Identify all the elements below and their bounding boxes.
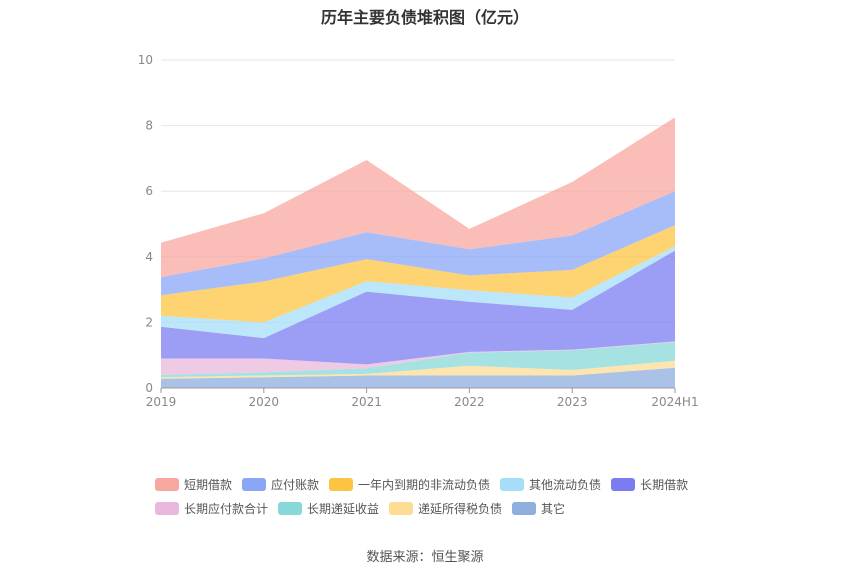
legend-swatch [389, 501, 414, 515]
legend-label: 递延所得税负债 [418, 501, 503, 516]
area-series-5 [161, 246, 675, 339]
legend-label: 短期借款 [184, 477, 233, 492]
legend-swatch [242, 477, 267, 491]
chart-title: 历年主要负债堆积图（亿元） [320, 8, 529, 27]
legend-item[interactable]: 应付账款 [242, 476, 319, 493]
legend-label: 其它 [541, 501, 566, 516]
x-tick-label: 2022 [454, 395, 485, 409]
legend-label: 长期递延收益 [307, 501, 380, 516]
area-series-0 [161, 367, 675, 388]
legend-row: 短期借款 应付账款 一年内到期的非流动负债 其他流动负债 长期借款 [155, 472, 715, 496]
legend-item[interactable]: 短期借款 [155, 476, 232, 493]
legend-row: 长期应付款合计 长期递延收益 递延所得税负债 其它 [155, 496, 715, 520]
legend-swatch [155, 477, 179, 491]
legend-swatch [278, 501, 303, 515]
legend-label: 一年内到期的非流动负债 [358, 477, 491, 492]
legend-swatch [512, 501, 537, 515]
legend-item[interactable]: 长期递延收益 [278, 500, 379, 517]
y-tick-label: 0 [145, 381, 153, 395]
stacked-areas [161, 117, 675, 388]
x-tick-label: 2021 [351, 395, 382, 409]
legend-swatch [500, 477, 525, 491]
area-series-2 [161, 342, 675, 378]
legend-label: 长期应付款合计 [184, 501, 269, 516]
y-tick-label: 4 [145, 250, 153, 264]
x-tick-label: 2019 [146, 395, 177, 409]
x-tick-label: 2023 [557, 395, 588, 409]
legend-item[interactable]: 其他流动负债 [500, 476, 601, 493]
x-tick-label: 2024H1 [651, 395, 698, 409]
data-source: 数据来源：恒生聚源 [366, 550, 484, 565]
legend-swatch [155, 501, 179, 515]
legend-item[interactable]: 一年内到期的非流动负债 [329, 476, 490, 493]
legend-item[interactable]: 长期应付款合计 [155, 500, 268, 517]
legend-label: 长期借款 [640, 477, 689, 492]
legend-label: 其他流动负债 [529, 477, 602, 492]
y-tick-label: 8 [145, 119, 153, 133]
area-series-4 [161, 250, 675, 365]
y-tick-label: 2 [145, 315, 153, 329]
legend-label: 应付账款 [271, 477, 320, 492]
area-series-8 [161, 117, 675, 278]
x-tick-label: 2020 [249, 395, 280, 409]
legend: 短期借款 应付账款 一年内到期的非流动负债 其他流动负债 长期借款长期应付款合计 长期递延… [155, 472, 715, 520]
legend-swatch [611, 477, 636, 491]
area-series-6 [161, 225, 675, 323]
axes: 0 2 4 6 8 10 2019 2020 2021 2022 2023 2024H1 [138, 53, 699, 409]
legend-item[interactable]: 递延所得税负债 [389, 500, 502, 517]
legend-swatch [329, 477, 354, 491]
area-series-1 [161, 360, 675, 379]
legend-item[interactable]: 其它 [512, 500, 565, 517]
y-tick-label: 10 [138, 53, 153, 67]
y-tick-label: 6 [145, 184, 153, 198]
legend-item[interactable]: 长期借款 [611, 476, 688, 493]
area-series-7 [161, 191, 675, 296]
